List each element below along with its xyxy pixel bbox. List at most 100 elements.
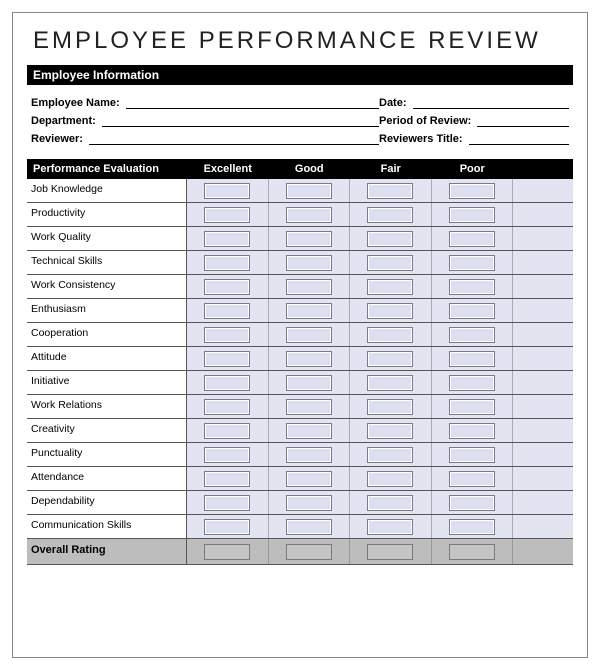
rating-box[interactable]	[367, 519, 413, 535]
rating-cell[interactable]	[187, 251, 269, 274]
rating-cell[interactable]	[269, 467, 351, 490]
rating-cell[interactable]	[269, 419, 351, 442]
rating-cell[interactable]	[432, 275, 514, 298]
rating-cell[interactable]	[187, 491, 269, 514]
rating-box[interactable]	[449, 447, 495, 463]
rating-box[interactable]	[286, 351, 332, 367]
input-employee-name[interactable]	[126, 95, 379, 109]
rating-cell[interactable]	[350, 275, 432, 298]
rating-cell[interactable]	[350, 491, 432, 514]
rating-cell[interactable]	[269, 371, 351, 394]
rating-cell[interactable]	[432, 347, 514, 370]
rating-box[interactable]	[204, 423, 250, 439]
rating-cell[interactable]	[187, 419, 269, 442]
rating-box[interactable]	[367, 495, 413, 511]
rating-box[interactable]	[204, 255, 250, 271]
rating-box[interactable]	[367, 255, 413, 271]
rating-cell[interactable]	[269, 491, 351, 514]
rating-box[interactable]	[449, 423, 495, 439]
input-reviewer-title[interactable]	[469, 131, 569, 145]
input-department[interactable]	[102, 113, 379, 127]
rating-box[interactable]	[449, 399, 495, 415]
rating-cell[interactable]	[432, 323, 514, 346]
rating-cell[interactable]	[187, 443, 269, 466]
overall-poor[interactable]	[432, 539, 514, 564]
rating-cell[interactable]	[350, 347, 432, 370]
rating-box[interactable]	[367, 327, 413, 343]
rating-cell[interactable]	[350, 395, 432, 418]
rating-cell[interactable]	[187, 371, 269, 394]
rating-cell[interactable]	[187, 515, 269, 538]
rating-cell[interactable]	[187, 347, 269, 370]
rating-cell[interactable]	[269, 515, 351, 538]
rating-cell[interactable]	[432, 179, 514, 202]
rating-box[interactable]	[204, 375, 250, 391]
rating-box[interactable]	[204, 471, 250, 487]
rating-cell[interactable]	[432, 395, 514, 418]
rating-box[interactable]	[286, 231, 332, 247]
rating-cell[interactable]	[350, 419, 432, 442]
rating-cell[interactable]	[269, 299, 351, 322]
rating-cell[interactable]	[269, 395, 351, 418]
rating-box[interactable]	[449, 375, 495, 391]
rating-box[interactable]	[204, 447, 250, 463]
rating-cell[interactable]	[432, 251, 514, 274]
rating-box[interactable]	[449, 207, 495, 223]
rating-box[interactable]	[286, 519, 332, 535]
rating-cell[interactable]	[350, 515, 432, 538]
rating-cell[interactable]	[350, 371, 432, 394]
rating-box[interactable]	[367, 399, 413, 415]
rating-box[interactable]	[286, 303, 332, 319]
rating-box[interactable]	[204, 495, 250, 511]
rating-box[interactable]	[286, 183, 332, 199]
rating-cell[interactable]	[432, 443, 514, 466]
rating-box[interactable]	[204, 327, 250, 343]
rating-box[interactable]	[367, 423, 413, 439]
rating-box[interactable]	[286, 399, 332, 415]
rating-cell[interactable]	[269, 179, 351, 202]
rating-box[interactable]	[204, 399, 250, 415]
rating-box[interactable]	[449, 255, 495, 271]
rating-box[interactable]	[204, 231, 250, 247]
rating-cell[interactable]	[432, 203, 514, 226]
rating-box[interactable]	[449, 495, 495, 511]
rating-cell[interactable]	[269, 251, 351, 274]
rating-box[interactable]	[449, 303, 495, 319]
rating-cell[interactable]	[187, 299, 269, 322]
rating-box[interactable]	[367, 471, 413, 487]
rating-box[interactable]	[204, 279, 250, 295]
rating-cell[interactable]	[350, 323, 432, 346]
rating-box[interactable]	[204, 207, 250, 223]
rating-cell[interactable]	[350, 179, 432, 202]
rating-cell[interactable]	[350, 251, 432, 274]
rating-box[interactable]	[286, 447, 332, 463]
rating-box[interactable]	[204, 183, 250, 199]
rating-cell[interactable]	[350, 443, 432, 466]
rating-cell[interactable]	[187, 395, 269, 418]
rating-box[interactable]	[204, 351, 250, 367]
rating-box[interactable]	[449, 519, 495, 535]
rating-box[interactable]	[286, 279, 332, 295]
rating-box[interactable]	[367, 231, 413, 247]
rating-cell[interactable]	[350, 299, 432, 322]
rating-box[interactable]	[367, 375, 413, 391]
rating-box[interactable]	[286, 471, 332, 487]
rating-cell[interactable]	[269, 347, 351, 370]
rating-cell[interactable]	[187, 323, 269, 346]
rating-cell[interactable]	[187, 467, 269, 490]
rating-cell[interactable]	[350, 467, 432, 490]
rating-cell[interactable]	[269, 323, 351, 346]
rating-cell[interactable]	[432, 467, 514, 490]
rating-box[interactable]	[367, 279, 413, 295]
rating-box[interactable]	[449, 327, 495, 343]
input-period[interactable]	[477, 113, 569, 127]
rating-box[interactable]	[367, 207, 413, 223]
rating-cell[interactable]	[187, 275, 269, 298]
rating-box[interactable]	[367, 447, 413, 463]
rating-box[interactable]	[367, 183, 413, 199]
rating-box[interactable]	[204, 303, 250, 319]
overall-excellent[interactable]	[187, 539, 269, 564]
rating-cell[interactable]	[269, 227, 351, 250]
rating-box[interactable]	[449, 279, 495, 295]
rating-cell[interactable]	[432, 227, 514, 250]
